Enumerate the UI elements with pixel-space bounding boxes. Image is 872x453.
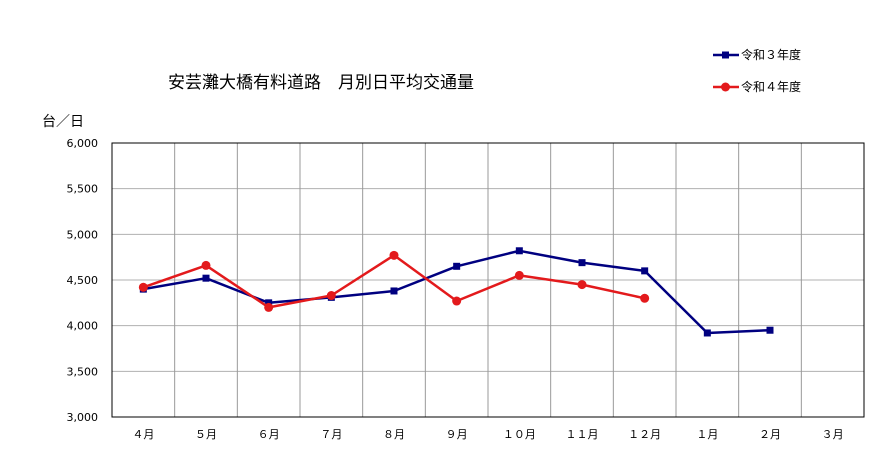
x-tick-label: １月: [696, 428, 718, 441]
x-tick-label: １１月: [566, 428, 599, 441]
y-tick-label: 5,000: [67, 228, 99, 241]
x-tick-label: ２月: [759, 428, 781, 441]
y-tick-label: 6,000: [67, 137, 99, 150]
data-point: [703, 329, 711, 337]
y-tick-label: 4,500: [67, 274, 99, 287]
data-point: [138, 282, 148, 292]
x-tick-label: ６月: [258, 428, 280, 441]
plot-area: [111, 142, 865, 418]
legend-item: 令和３年度: [713, 47, 801, 62]
x-tick-label: ７月: [320, 428, 342, 441]
legend-label: 令和４年度: [741, 79, 801, 94]
legend-label: 令和３年度: [741, 47, 801, 62]
y-tick-label: 5,500: [67, 183, 99, 196]
data-point: [264, 302, 274, 312]
data-point: [577, 280, 587, 290]
data-point: [202, 274, 210, 282]
data-point: [389, 250, 399, 260]
x-tick-label: ４月: [132, 428, 154, 441]
x-tick-label: ５月: [195, 428, 217, 441]
legend-item: 令和４年度: [713, 79, 801, 94]
chart-title: 安芸灘大橋有料道路 月別日平均交通量: [168, 73, 474, 93]
series-2: [138, 250, 650, 312]
data-point: [641, 267, 649, 275]
series-line: [142, 254, 645, 309]
legend-marker: [722, 51, 729, 59]
y-tick-label: 4,000: [67, 320, 99, 333]
grid: [112, 143, 864, 417]
y-tick-label: 3,000: [67, 411, 99, 424]
x-tick-label: １０月: [503, 428, 536, 441]
y-tick-label: 3,500: [67, 365, 99, 378]
data-point: [326, 291, 336, 301]
data-point: [766, 326, 774, 334]
y-axis-label: 台／日: [42, 114, 84, 130]
x-tick-label: １２月: [628, 428, 661, 441]
x-tick-label: ９月: [446, 428, 468, 441]
data-point: [453, 262, 461, 270]
series: [138, 247, 774, 337]
series-1: [139, 247, 774, 337]
x-tick-label: ８月: [383, 428, 405, 441]
data-point: [515, 247, 523, 255]
data-point: [452, 296, 462, 306]
data-point: [514, 270, 524, 280]
data-point: [201, 260, 211, 270]
axis-ticks: 3,000 3,500 4,000 4,500 5,000 5,500 6,000 ４月 ５月 ６…: [67, 137, 844, 441]
x-tick-label: ３月: [822, 428, 844, 441]
data-point: [640, 293, 650, 303]
data-point: [578, 259, 586, 267]
data-point: [265, 299, 273, 307]
data-point: [390, 287, 398, 295]
legend-marker: [721, 82, 730, 92]
